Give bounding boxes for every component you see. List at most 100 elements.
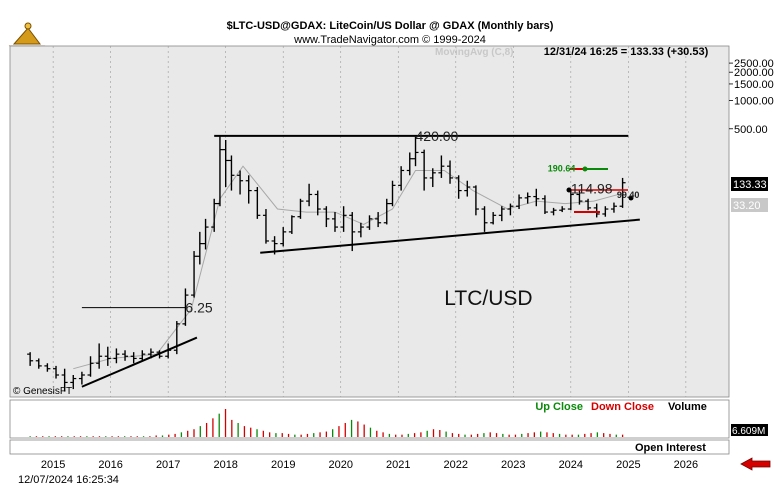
ohlc-bar (297, 198, 304, 219)
annotation-label: 114.98 (571, 181, 613, 197)
volume-panel (9, 399, 730, 439)
ohlc-bar (323, 206, 330, 228)
ohlc-bar (196, 231, 203, 265)
ohlc-bar (27, 352, 34, 366)
ohlc-bar (280, 227, 287, 247)
ohlc-bar (619, 177, 626, 208)
open-interest-panel (9, 439, 730, 455)
x-tick-label: 2020 (328, 459, 352, 471)
ohlc-bar (524, 192, 531, 204)
ohlc-bar (113, 348, 120, 364)
ohlc-bar (464, 180, 471, 197)
ohlc-bar (340, 206, 347, 232)
y-tick-label: 2000.00 (734, 67, 774, 79)
ohlc-bar (228, 155, 235, 191)
x-tick-label: 2023 (501, 459, 525, 471)
annotation-label: 420.00 (416, 128, 459, 144)
ohlc-bar (122, 350, 129, 361)
x-tick-label: 2026 (674, 459, 698, 471)
ohlc-bar (398, 166, 405, 191)
ohlc-bar (331, 212, 338, 232)
ohlc-bar (602, 206, 609, 217)
annotation-label: 190.64 (548, 163, 576, 173)
ohlc-bar (237, 170, 244, 195)
ohlc-bar (288, 215, 295, 234)
scroll-left-arrow-icon[interactable] (740, 457, 771, 471)
ohlc-bar (87, 356, 94, 377)
x-tick-label: 2021 (386, 459, 410, 471)
volume-bars (29, 409, 624, 437)
footer-timestamp: 12/07/2024 16:25:34 (18, 474, 119, 486)
x-tick-label: 2025 (616, 459, 640, 471)
volume-box-label: 6.609M (732, 426, 765, 437)
ohlc-bar (406, 152, 413, 176)
ohlc-bar (254, 187, 261, 219)
y-tick-label: 500.00 (734, 124, 768, 136)
volume-box (731, 424, 768, 436)
legend-up-close: Up Close (535, 401, 583, 413)
ohlc-bar (104, 346, 111, 366)
annotations: 420.00 6.25 190.64 114.98 99.40 LTC/USD (185, 128, 639, 316)
ohlc-bar (383, 198, 390, 225)
annotation-label: 6.25 (185, 300, 212, 316)
trend-lines (81, 134, 640, 388)
ohlc-bar (507, 203, 514, 216)
open-interest-label: Open Interest (635, 442, 706, 454)
x-tick-label: 2024 (559, 459, 583, 471)
ohlc-bar (481, 206, 488, 232)
x-tick-label: 2022 (444, 459, 468, 471)
ohlc-bar (96, 343, 103, 369)
ohlc-bar (593, 203, 600, 218)
ohlc-bar (490, 212, 497, 225)
ohlc-bar (585, 198, 592, 211)
ohlc-bar (472, 185, 479, 216)
ma-box-label: 33.20 (733, 200, 761, 212)
legend-volume: Volume (668, 401, 707, 413)
ohlc-bar (53, 365, 60, 379)
ohlc-bar (139, 350, 146, 361)
ohlc-bar (550, 207, 557, 216)
price-box (731, 177, 768, 191)
trend-line (260, 218, 640, 254)
ohlc-bar (222, 139, 229, 188)
ohlc-bar (559, 206, 566, 213)
ohlc-bar (389, 180, 396, 207)
ohlc-bar (314, 190, 321, 216)
ohlc-bar (306, 183, 313, 207)
ohlc-bar (498, 206, 505, 222)
ohlc-bar (130, 352, 137, 364)
x-axis: 2015 2016 2017 2018 2019 2020 2021 2022 2023 2024… (41, 459, 698, 471)
ohlc-bar (421, 149, 428, 191)
chart-title: $LTC-USD@GDAX: LiteCoin/US Dollar @ GDAX… (227, 20, 554, 32)
y-tick-label: 2500.00 (734, 58, 774, 70)
x-tick-label: 2017 (156, 459, 180, 471)
ohlc-bar (216, 135, 223, 207)
quote-readout: 12/31/24 16:25 = 133.33 (+30.53) (544, 46, 709, 58)
ohlc-bar (438, 155, 445, 178)
ohlc-bar (447, 160, 454, 184)
legend-down-close: Down Close (591, 401, 654, 413)
ohlc-series (27, 135, 626, 392)
level-markers (566, 166, 634, 213)
ohlc-bar (516, 194, 523, 210)
ohlc-bar (366, 215, 373, 230)
ma-box (731, 198, 768, 212)
price-box-label: 133.33 (733, 179, 767, 191)
watermark: © GenesisFT (13, 386, 72, 397)
ohlc-bar (44, 363, 51, 372)
ohlc-bar (262, 209, 269, 244)
ohlc-bar (375, 212, 382, 228)
annotation-label: LTC/USD (444, 287, 532, 310)
x-tick-label: 2016 (98, 459, 122, 471)
ohlc-bar (191, 251, 198, 298)
ohlc-bar (70, 374, 77, 390)
trend-line (81, 336, 198, 388)
ohlc-bar (429, 168, 436, 188)
x-tick-label: 2015 (41, 459, 65, 471)
ohlc-bar (173, 321, 180, 355)
x-tick-label: 2018 (213, 459, 237, 471)
ohlc-bar (610, 202, 617, 213)
ohlc-bar (35, 358, 42, 369)
